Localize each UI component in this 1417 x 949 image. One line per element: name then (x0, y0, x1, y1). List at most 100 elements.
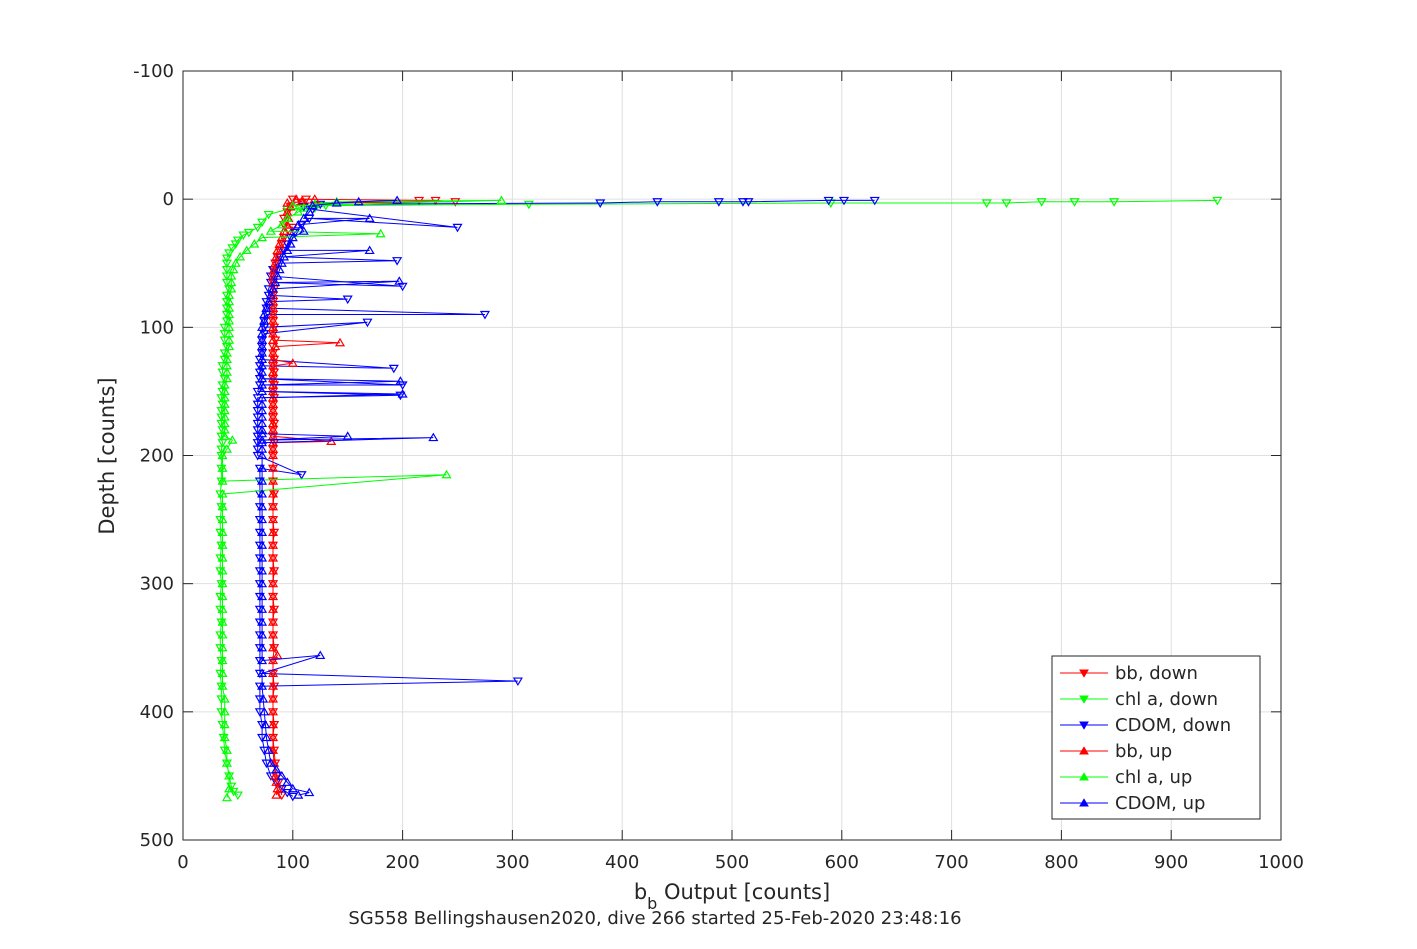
data-point (272, 271, 283, 280)
data-point (257, 424, 268, 434)
data-point (267, 476, 279, 485)
data-point (227, 435, 238, 444)
data-point (315, 650, 326, 660)
legend-label: chl a, down (1115, 689, 1218, 710)
data-point (392, 257, 403, 266)
data-point (287, 783, 298, 793)
x-tick-label: 500 (715, 852, 749, 873)
x-tick-label: 1000 (1258, 852, 1304, 873)
data-point (276, 258, 287, 267)
data-point (270, 258, 281, 267)
data-point (257, 565, 268, 575)
y-tick-label: 100 (140, 317, 174, 338)
data-point (217, 463, 228, 472)
data-point (270, 341, 281, 351)
data-point (224, 341, 235, 351)
y-tick-label: 0 (163, 189, 174, 210)
data-point (450, 198, 461, 207)
data-point (278, 251, 290, 261)
data-point (257, 501, 268, 511)
data-point (523, 200, 534, 210)
data-point (261, 303, 272, 312)
data-point (257, 655, 268, 665)
data-point (224, 303, 235, 312)
data-point (1212, 196, 1223, 206)
data-point (1001, 199, 1012, 208)
data-point (257, 218, 268, 228)
data-point (257, 527, 268, 537)
data-point (217, 501, 228, 511)
data-point (257, 380, 268, 389)
data-point (267, 354, 279, 363)
data-point (221, 354, 232, 363)
data-point (267, 315, 279, 325)
data-point (219, 424, 230, 434)
data-point (257, 540, 268, 549)
data-point (270, 277, 281, 287)
data-point (217, 642, 228, 652)
y-axis-label: Depth [counts] (95, 377, 119, 534)
data-point (219, 399, 230, 408)
legend-label: CDOM, up (1115, 793, 1205, 814)
data-point (219, 732, 230, 742)
data-point (232, 791, 243, 801)
data-point (298, 213, 309, 222)
data-point (267, 405, 279, 415)
data-point (267, 629, 279, 639)
data-point (267, 444, 279, 453)
data-point (392, 195, 403, 205)
x-tick-label: 100 (276, 852, 310, 873)
data-point (224, 315, 235, 325)
data-point (217, 604, 228, 613)
data-point (216, 695, 227, 705)
data-point (267, 553, 279, 562)
data-point (217, 450, 228, 460)
data-point (224, 309, 235, 319)
data-point (743, 198, 754, 207)
data-point (257, 232, 268, 242)
data-point (267, 501, 279, 511)
data-point (224, 335, 235, 344)
data-point (362, 318, 373, 328)
data-point (496, 195, 507, 205)
data-point (267, 642, 279, 652)
data-point (257, 578, 268, 588)
data-point (219, 392, 230, 402)
data-point (331, 198, 342, 207)
data-point (265, 290, 276, 299)
data-point (395, 376, 406, 385)
data-point (267, 617, 279, 626)
data-point (217, 668, 228, 677)
data-point (267, 283, 279, 293)
data-point (267, 328, 279, 338)
data-point (267, 694, 279, 703)
data-point (267, 565, 279, 575)
data-point (224, 328, 235, 338)
data-point (309, 194, 320, 203)
data-point (221, 792, 232, 802)
data-point (342, 431, 353, 440)
data-point (304, 787, 315, 797)
data-point (257, 514, 268, 524)
data-point (298, 226, 309, 235)
data-point (257, 450, 268, 460)
data-point (219, 719, 230, 729)
legend-item: chl a, down (1060, 689, 1218, 710)
data-point (257, 476, 268, 485)
axis-ticks: 0 100 200 300 400 500 600 700 800 900 1000 -100 0 100… (133, 61, 1304, 873)
data-point (217, 514, 228, 524)
data-point (293, 790, 304, 799)
x-tick-label: 200 (385, 852, 419, 873)
data-point (219, 412, 230, 421)
legend-marker (1079, 798, 1089, 807)
data-point (257, 360, 268, 370)
data-point (221, 745, 232, 754)
data-point (265, 226, 276, 235)
x-tick-label: 600 (825, 852, 859, 873)
data-point (267, 719, 279, 729)
x-axis-label-subscript: b (647, 894, 657, 913)
data-point (1036, 198, 1047, 207)
data-point (276, 770, 287, 780)
legend-label: bb, down (1115, 663, 1198, 684)
data-point (219, 418, 230, 428)
